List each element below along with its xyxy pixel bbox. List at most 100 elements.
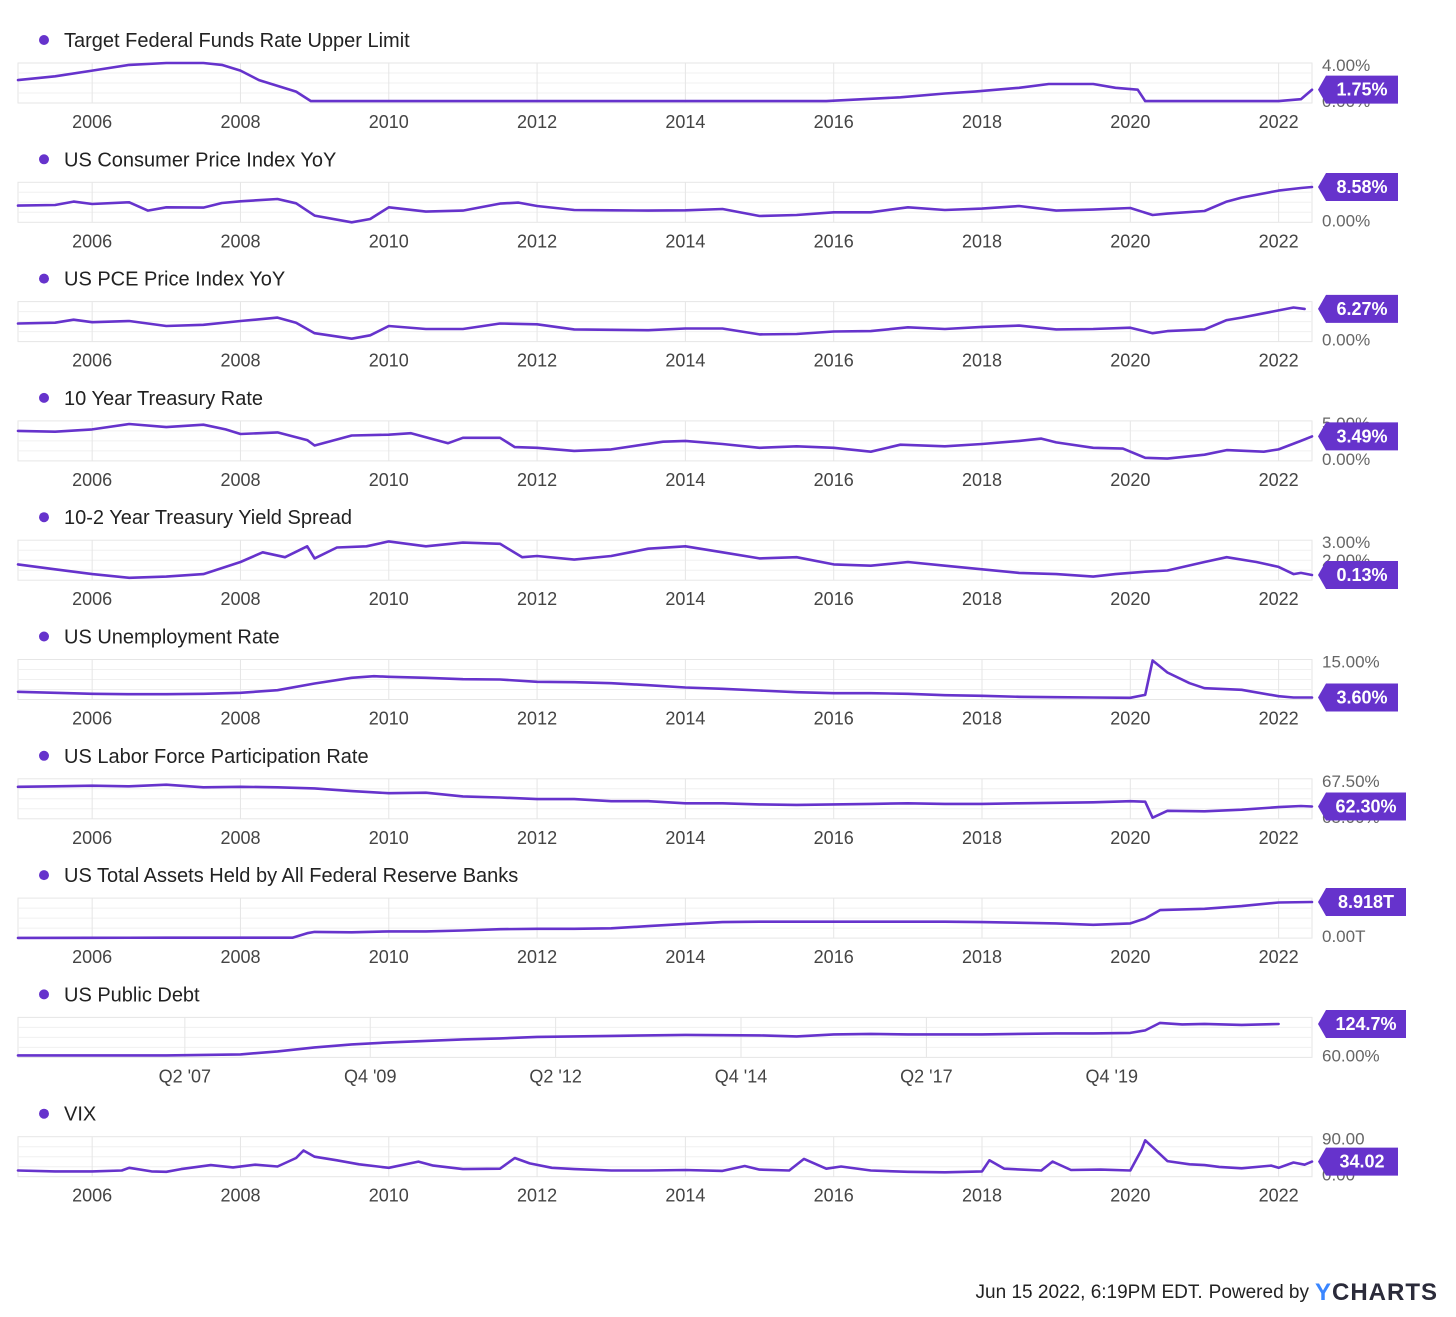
x-tick-label: 2010 [369, 112, 409, 132]
y-tick-label: 0.00% [1322, 211, 1370, 230]
x-tick-label: 2020 [1110, 351, 1150, 371]
x-tick-label: 2016 [814, 470, 854, 490]
series-line [16, 900, 1314, 940]
panel-8: US Total Assets Held by All Federal Rese… [16, 865, 1406, 967]
x-tick-label: 2010 [369, 1186, 409, 1206]
x-tick-label: 2006 [72, 470, 112, 490]
x-tick-label: 2020 [1110, 1186, 1150, 1206]
footer-timestamp: Jun 15 2022, 6:19PM EDT. [975, 1282, 1203, 1303]
y-tick-label: 60.00% [1322, 1046, 1380, 1065]
x-tick-label: 2022 [1259, 231, 1299, 251]
x-tick-label: 2020 [1110, 947, 1150, 967]
x-tick-label: 2018 [962, 828, 1002, 848]
x-tick-label: 2012 [517, 1186, 557, 1206]
x-tick-label: 2018 [962, 589, 1002, 609]
footer-powered-by: Powered by [1208, 1282, 1309, 1303]
x-tick-label: 2022 [1259, 470, 1299, 490]
legend-marker [39, 273, 49, 284]
x-tick-label: 2020 [1110, 470, 1150, 490]
ycharts-logo-y: Y [1314, 1279, 1332, 1306]
y-tick-label: 0.00T [1322, 927, 1365, 946]
y-tick-label: 3.00% [1322, 533, 1370, 552]
x-tick-label: 2022 [1259, 947, 1299, 967]
ycharts-logo[interactable]: Y CHARTS [1315, 1279, 1438, 1307]
x-tick-label: 2014 [665, 947, 705, 967]
x-tick-label: 2022 [1259, 828, 1299, 848]
x-tick-label: 2022 [1259, 589, 1299, 609]
x-tick-label: 2010 [369, 947, 409, 967]
current-value-label: 34.02 [1339, 1152, 1384, 1172]
x-tick-label: 2008 [220, 470, 260, 490]
current-value-badge [1318, 683, 1398, 712]
y-tick-label: 90.00 [1322, 1130, 1365, 1149]
legend-marker [39, 154, 49, 165]
legend-marker [39, 512, 49, 523]
current-value-label: 3.49% [1336, 426, 1387, 446]
x-tick-label: 2012 [517, 589, 557, 609]
series-line [16, 659, 1314, 700]
x-tick-label: 2008 [220, 351, 260, 371]
current-value-label: 1.75% [1336, 80, 1387, 100]
legend-marker [39, 631, 49, 642]
x-tick-label: 2006 [72, 947, 112, 967]
series-title: 10 Year Treasury Rate [64, 388, 263, 410]
series-title: US Total Assets Held by All Federal Rese… [64, 865, 518, 887]
legend-marker [39, 870, 49, 881]
current-value-label: 8.58% [1336, 177, 1387, 197]
series-line [16, 540, 1314, 580]
y-tick-label: 67.50% [1322, 772, 1380, 791]
x-tick-label: 2006 [72, 112, 112, 132]
panel-5: 10-2 Year Treasury Yield Spread 2006 2008 2… [16, 507, 1398, 609]
current-value-label: 3.60% [1336, 688, 1387, 708]
x-tick-label: 2018 [962, 709, 1002, 729]
x-tick-label: 2020 [1110, 231, 1150, 251]
x-tick-label: 2018 [962, 947, 1002, 967]
panel-1: Target Federal Funds Rate Upper Limit 200… [16, 30, 1398, 132]
x-tick-label: 2022 [1259, 1186, 1299, 1206]
x-tick-label: 2008 [220, 947, 260, 967]
charts-svg: Target Federal Funds Rate Upper Limit 200… [16, 30, 1406, 1206]
x-tick-label: 2016 [814, 589, 854, 609]
x-tick-label: 2016 [814, 112, 854, 132]
x-tick-label: 2016 [814, 351, 854, 371]
x-tick-label: 2010 [369, 709, 409, 729]
x-tick-label: 2012 [517, 828, 557, 848]
x-tick-label: 2010 [369, 470, 409, 490]
x-tick-label: 2006 [72, 1186, 112, 1206]
series-line [16, 306, 1306, 341]
current-value-badge [1318, 888, 1406, 917]
x-tick-label: 2010 [369, 589, 409, 609]
series-title: US Consumer Price Index YoY [64, 149, 336, 171]
y-tick-label: 0.00% [1322, 450, 1370, 469]
x-tick-label: 2020 [1110, 828, 1150, 848]
current-value-badge [1318, 1010, 1406, 1039]
series-line [16, 783, 1314, 820]
panel-3: US PCE Price Index YoY 2006 2008 2010 2012 20… [16, 269, 1398, 371]
legend-marker [39, 1108, 49, 1119]
current-value-badge [1318, 173, 1398, 202]
series-title: US Unemployment Rate [64, 627, 280, 649]
panel-9: US Public Debt Q2 '07 Q4 '09 Q2 '12 Q4 '14 Q2… [16, 984, 1406, 1086]
current-value-badge [1318, 560, 1398, 589]
series-line [16, 1139, 1314, 1174]
legend-marker [39, 750, 49, 761]
y-tick-label: 4.00% [1322, 56, 1370, 75]
current-value-badge [1318, 422, 1398, 451]
x-tick-label: 2014 [665, 112, 705, 132]
x-tick-label: 2022 [1259, 709, 1299, 729]
x-tick-label: 2014 [665, 470, 705, 490]
panel-6: US Unemployment Rate 2006 2008 2010 2012 2014… [16, 627, 1398, 729]
x-tick-label: 2006 [72, 828, 112, 848]
x-tick-label: 2008 [220, 589, 260, 609]
x-tick-label: 2012 [517, 709, 557, 729]
current-value-label: 6.27% [1336, 299, 1387, 319]
series-title: US Public Debt [64, 984, 200, 1006]
x-tick-label: 2018 [962, 470, 1002, 490]
current-value-label: 0.13% [1336, 565, 1387, 585]
panel-7: US Labor Force Participation Rate 2006 200… [16, 746, 1406, 848]
legend-marker [39, 392, 49, 403]
current-value-badge [1318, 792, 1406, 821]
x-tick-label: 2018 [962, 1186, 1002, 1206]
footer: Jun 15 2022, 6:19PM EDT. Powered by Y CHA… [976, 1279, 1438, 1307]
current-value-badge [1318, 294, 1398, 323]
